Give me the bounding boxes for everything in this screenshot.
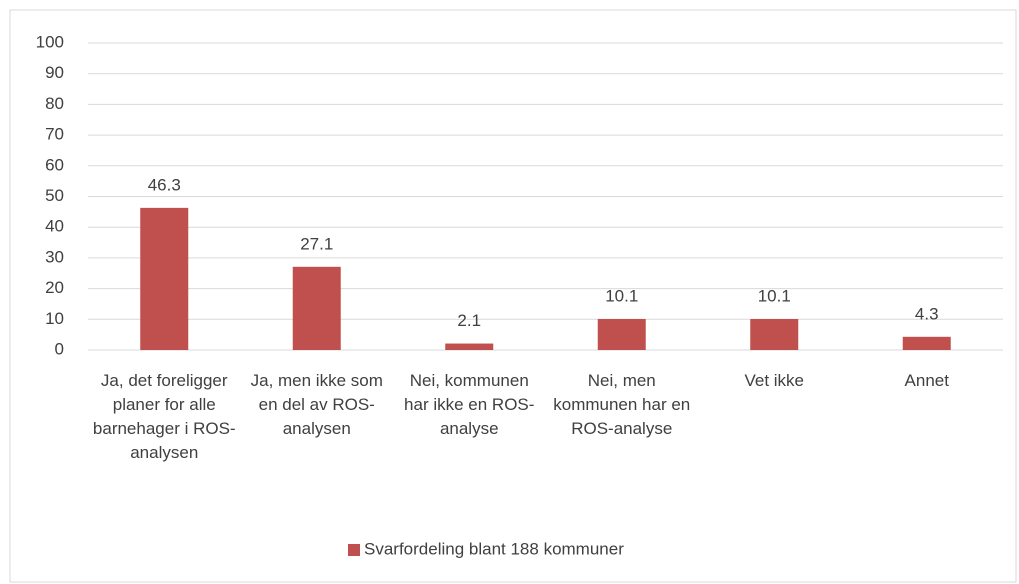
y-tick-label: 90 — [45, 63, 64, 82]
data-label: 46.3 — [148, 175, 181, 194]
y-tick-label: 60 — [45, 155, 64, 174]
y-tick-label: 70 — [45, 125, 64, 144]
y-tick-label: 30 — [45, 247, 64, 266]
y-tick-label: 10 — [45, 309, 64, 328]
x-tick-label: Ja, men ikke som en del av ROS-analysen — [250, 371, 383, 438]
y-tick-label: 0 — [55, 339, 64, 358]
legend-swatch — [348, 544, 360, 556]
bar — [445, 343, 494, 350]
y-tick-label: 40 — [45, 217, 64, 236]
y-tick-label: 100 — [36, 32, 64, 51]
data-label: 4.3 — [915, 304, 939, 323]
data-label: 2.1 — [457, 311, 481, 330]
x-tick-label: Vet ikke — [744, 371, 805, 390]
bar — [902, 336, 951, 350]
bar — [140, 207, 189, 350]
x-tick-label: Annet — [904, 371, 949, 390]
data-label: 10.1 — [758, 286, 791, 305]
y-tick-label: 20 — [45, 278, 64, 297]
bar — [292, 266, 341, 350]
x-tick-label: Nei, kommunen har ikke en ROS-analyse — [404, 371, 535, 438]
bar — [597, 318, 646, 350]
data-label: 27.1 — [300, 234, 333, 253]
y-tick-label: 80 — [45, 94, 64, 113]
x-tick-label: Ja, det foreligger planer for alle barne… — [92, 371, 236, 462]
legend-label: Svarfordeling blant 188 kommuner — [364, 539, 624, 558]
y-tick-label: 50 — [45, 186, 64, 205]
x-tick-label: Nei, men kommunen har en ROS-analyse — [553, 371, 691, 438]
bar — [750, 318, 799, 350]
data-label: 10.1 — [605, 286, 638, 305]
